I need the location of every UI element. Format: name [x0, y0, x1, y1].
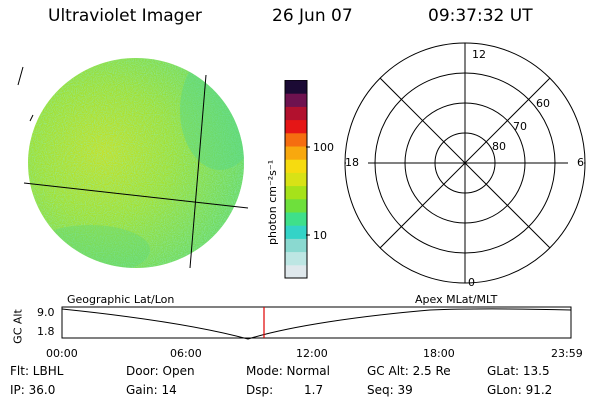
- colorbar-segment: [285, 106, 307, 121]
- colorbar-segment: [285, 159, 307, 173]
- timeline-ylabel: GC Alt: [11, 309, 25, 344]
- colorbar-tick-100: 100: [313, 141, 334, 154]
- colorbar-segment: [285, 251, 307, 266]
- colorbar-segment: [285, 119, 307, 134]
- lon-line: [189, 74, 207, 269]
- xtick-1200: 12:00: [296, 347, 328, 360]
- gc-alt-info: GC Alt: 2.5 Re: [367, 364, 451, 378]
- colorbar-segment: [285, 198, 307, 213]
- mlt-label-12: 12: [472, 48, 486, 61]
- polar-plot: [344, 42, 586, 284]
- filter-info: Flt: LBHL: [10, 364, 64, 378]
- mlat-label-60: 60: [536, 97, 550, 110]
- edge-tick: [29, 114, 34, 122]
- xtick-0000: 00:00: [46, 347, 78, 360]
- door-info: Door: Open: [126, 364, 195, 378]
- edge-tick: [17, 66, 24, 86]
- dsp-value: 1.7: [304, 383, 324, 397]
- header-time: 09:37:32 UT: [428, 6, 533, 26]
- lat-line: [23, 182, 249, 209]
- gain-info: Gain: 14: [126, 383, 177, 397]
- mlt-label-6: 6: [577, 156, 584, 169]
- timeline-right-title: Apex MLat/MLT: [415, 293, 498, 306]
- colorbar-segment: [285, 225, 307, 239]
- uv-disk-image: [17, 58, 249, 269]
- mlat-label-70: 70: [513, 120, 527, 133]
- mlt-label-0: 0: [468, 276, 475, 289]
- colorbar-segment: [285, 212, 307, 226]
- xtick-1800: 18:00: [423, 347, 455, 360]
- mlat-label-80: 80: [492, 140, 506, 153]
- seq-info: Seq: 39: [367, 383, 413, 397]
- color-bar: [284, 80, 310, 279]
- ytick-1.8: 1.8: [37, 325, 55, 338]
- colorbar-tick-10: 10: [313, 229, 327, 242]
- timeline-left-title: Geographic Lat/Lon: [67, 293, 175, 306]
- xtick-2359: 23:59: [551, 347, 583, 360]
- colorbar-segment: [285, 93, 307, 107]
- colorbar-segment: [285, 264, 307, 279]
- xtick-0600: 06:00: [170, 347, 202, 360]
- colorbar-label: photon cm⁻²s⁻¹: [266, 159, 279, 245]
- colorbar-segment: [285, 238, 307, 253]
- colorbar-segment: [285, 132, 307, 147]
- colorbar-segment: [285, 185, 307, 200]
- ytick-9.0: 9.0: [37, 306, 55, 319]
- mode-info: Mode: Normal: [246, 364, 330, 378]
- glat-info: GLat: 13.5: [487, 364, 550, 378]
- colorbar-segment: [285, 146, 307, 160]
- mlt-label-18: 18: [345, 156, 359, 169]
- colorbar-segment: [285, 80, 307, 94]
- glon-info: GLon: 91.2: [487, 383, 553, 397]
- altitude-timeline: [61, 306, 572, 340]
- colorbar-segment: [285, 172, 307, 187]
- header-date: 26 Jun 07: [272, 6, 353, 26]
- imager-title: Ultraviolet Imager: [48, 6, 202, 26]
- ip-info: IP: 36.0: [10, 383, 56, 397]
- dsp-label: Dsp:: [246, 383, 274, 397]
